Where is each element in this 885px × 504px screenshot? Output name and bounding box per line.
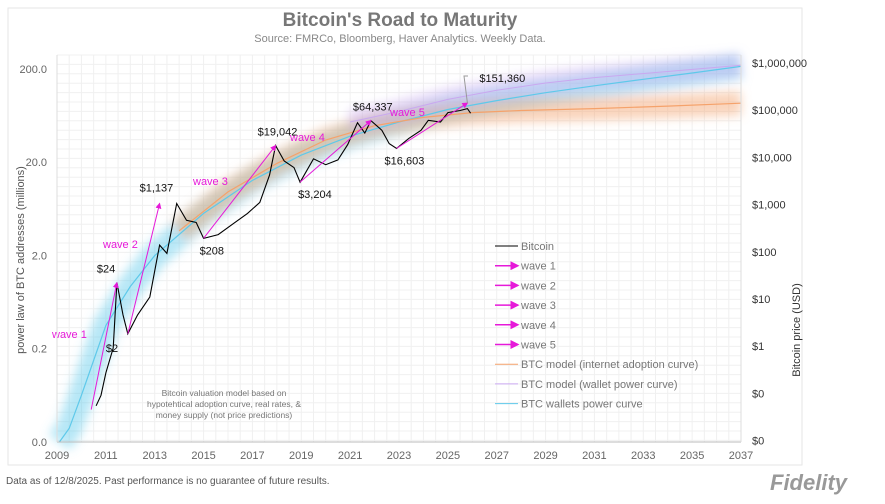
- btc-wallets-power-curve: [58, 65, 742, 443]
- wave-label-3: wave 3: [192, 176, 228, 188]
- left-tick-label: 200.0: [19, 64, 47, 76]
- chart-border: [7, 7, 803, 466]
- wave-arrow-5: [396, 102, 469, 149]
- left-axis-label: power law of BTC addresses (millions): [15, 166, 27, 354]
- price-label: $208: [200, 245, 224, 257]
- legend-label: wave 4: [520, 320, 556, 332]
- x-tick-label: 2015: [191, 450, 215, 462]
- x-tick-label: 2011: [94, 450, 118, 462]
- right-tick-label: $1,000: [752, 200, 786, 212]
- legend-label: wave 2: [520, 280, 556, 292]
- bitcoin-price-line: [95, 107, 472, 407]
- wave-label-4: wave 4: [289, 132, 325, 144]
- x-tick-label: 2029: [533, 450, 557, 462]
- left-tick-label: 0.2: [32, 344, 47, 356]
- callout-line: [463, 75, 468, 104]
- x-tick-label: 2037: [729, 450, 753, 462]
- left-tick-label: 0.0: [32, 437, 47, 449]
- x-tick-label: 2035: [680, 450, 704, 462]
- wave-arrow-4: [299, 119, 372, 183]
- x-tick-label: 2025: [436, 450, 460, 462]
- right-tick-label: $100: [752, 247, 776, 259]
- wave-arrow-3: [203, 144, 277, 239]
- right-tick-label: $1: [752, 341, 764, 353]
- left-tick-label: 2.0: [32, 250, 47, 262]
- fidelity-logo: Fidelity: [770, 470, 848, 495]
- chart-title: Bitcoin's Road to Maturity: [282, 10, 518, 31]
- wave-arrow-2: [127, 202, 162, 334]
- legend-label: BTC wallets power curve: [521, 399, 643, 411]
- x-tick-label: 2019: [289, 450, 313, 462]
- chart: wave 1 wave 2 wave 3 wave 4 wave 5 $24 $2 $1,13…: [7, 7, 807, 466]
- legend-label: wave 5: [520, 340, 556, 352]
- wave-label-2: wave 2: [102, 239, 138, 251]
- price-label: $1,137: [140, 182, 174, 194]
- legend-label: wave 3: [520, 300, 556, 312]
- legend-label: BTC model (internet adoption curve): [521, 359, 698, 371]
- legend-label: BTC model (wallet power curve): [521, 379, 678, 391]
- right-tick-label: $10,000: [752, 152, 792, 164]
- right-tick-label: $100,000: [752, 105, 798, 117]
- x-tick-label: 2023: [387, 450, 411, 462]
- price-label: $2: [106, 343, 118, 355]
- wave-label-5: wave 5: [389, 107, 425, 119]
- chart-subtitle: Source: FMRCo, Bloomberg, Haver Analytic…: [254, 33, 546, 45]
- price-label: $19,042: [258, 127, 298, 139]
- right-tick-label: $0: [752, 436, 764, 448]
- price-label: $64,337: [353, 102, 393, 114]
- footer-note: Data as of 12/8/2025. Past performance i…: [6, 476, 330, 487]
- legend-label: wave 1: [520, 261, 556, 273]
- x-tick-label: 2017: [240, 450, 264, 462]
- x-tick-label: 2009: [45, 450, 69, 462]
- right-tick-label: $10: [752, 294, 770, 306]
- wave-label-1: wave 1: [51, 329, 87, 341]
- right-tick-label: $0: [752, 388, 764, 400]
- x-tick-label: 2031: [582, 450, 606, 462]
- legend-label: Bitcoin: [521, 241, 554, 253]
- price-label: $24: [97, 264, 115, 276]
- right-axis-label: Bitcoin price (USD): [791, 283, 803, 377]
- wave-arrow-1: [90, 281, 119, 410]
- x-tick-label: 2033: [631, 450, 655, 462]
- x-tick-label: 2027: [484, 450, 508, 462]
- price-label: $151,360: [479, 73, 525, 85]
- btc-model-internet-adoption-curve: [178, 102, 742, 232]
- price-label: $3,204: [298, 189, 332, 201]
- right-tick-label: $1,000,000: [752, 58, 807, 70]
- btc-model-wallet-power-curve: [349, 64, 742, 123]
- model-annotation: Bitcoin valuation model based on hypoteh…: [146, 388, 302, 420]
- left-tick-label: 20.0: [26, 157, 47, 169]
- price-label: $16,603: [385, 155, 425, 167]
- x-tick-label: 2021: [338, 450, 362, 462]
- x-tick-label: 2013: [142, 450, 166, 462]
